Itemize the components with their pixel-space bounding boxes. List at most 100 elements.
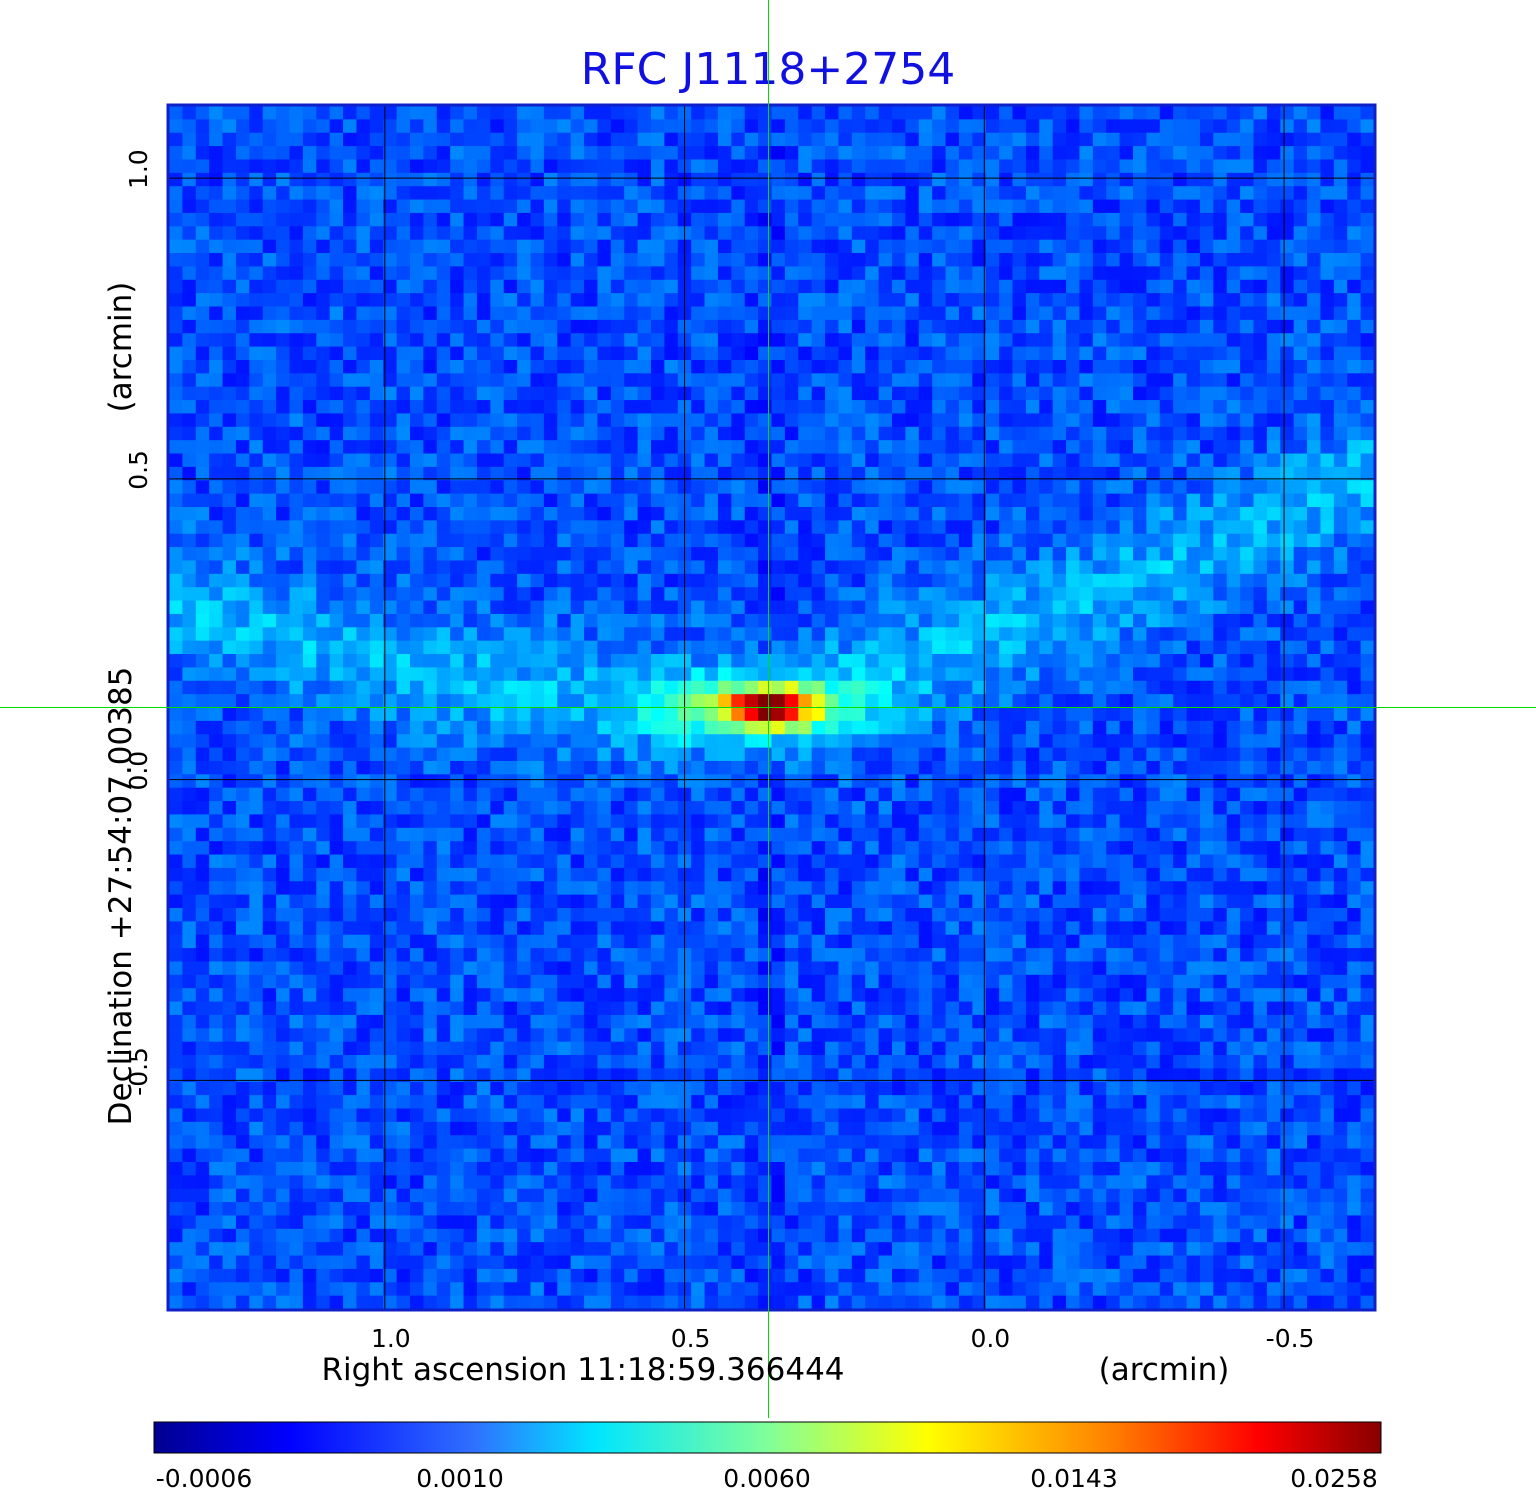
heatmap-cell bbox=[463, 119, 478, 134]
heatmap-cell bbox=[1280, 801, 1295, 816]
heatmap-cell bbox=[517, 373, 532, 388]
heatmap-cell bbox=[784, 547, 799, 562]
heatmap-cell bbox=[651, 333, 665, 348]
heatmap-cell bbox=[1012, 694, 1027, 709]
heatmap-cell bbox=[276, 654, 291, 668]
heatmap-cell bbox=[704, 640, 719, 655]
heatmap-cell bbox=[343, 600, 358, 615]
heatmap-cell bbox=[1333, 533, 1348, 548]
heatmap-cell bbox=[316, 493, 331, 508]
heatmap-cell bbox=[691, 560, 706, 575]
heatmap-cell bbox=[704, 734, 719, 749]
heatmap-cell bbox=[758, 627, 773, 642]
heatmap-cell bbox=[1333, 507, 1348, 521]
heatmap-cell bbox=[851, 493, 866, 508]
heatmap-cell bbox=[1012, 239, 1027, 254]
heatmap-cell bbox=[945, 400, 960, 415]
heatmap-cell bbox=[195, 801, 210, 816]
heatmap-cell bbox=[892, 627, 906, 642]
heatmap-cell bbox=[1025, 186, 1040, 201]
heatmap-cell bbox=[235, 279, 250, 294]
heatmap-cell bbox=[1066, 560, 1081, 575]
heatmap-cell bbox=[1106, 266, 1121, 281]
heatmap-cell bbox=[490, 707, 505, 722]
heatmap-cell bbox=[610, 613, 625, 628]
heatmap-cell bbox=[1012, 333, 1027, 348]
heatmap-cell bbox=[771, 480, 786, 495]
heatmap-cell bbox=[1039, 520, 1054, 535]
heatmap-cell bbox=[610, 373, 625, 388]
heatmap-cell bbox=[503, 199, 518, 214]
heatmap-cell bbox=[878, 587, 893, 602]
heatmap-cell bbox=[905, 293, 920, 308]
heatmap-cell bbox=[865, 627, 880, 642]
heatmap-cell bbox=[811, 680, 826, 695]
heatmap-cell bbox=[731, 400, 746, 415]
heatmap-cell bbox=[918, 707, 933, 722]
heatmap-cell bbox=[503, 386, 518, 401]
heatmap-cell bbox=[329, 827, 344, 842]
heatmap-cell bbox=[450, 333, 465, 348]
heatmap-cell bbox=[851, 667, 866, 682]
heatmap-cell bbox=[1066, 654, 1081, 668]
heatmap-cell bbox=[209, 413, 224, 428]
heatmap-cell bbox=[798, 333, 813, 348]
heatmap-cell bbox=[731, 346, 746, 361]
heatmap-cell bbox=[758, 667, 773, 682]
heatmap-cell bbox=[958, 466, 973, 481]
heatmap-cell bbox=[543, 801, 558, 816]
heatmap-cell bbox=[584, 480, 599, 495]
heatmap-cell bbox=[463, 132, 478, 147]
heatmap-cell bbox=[262, 239, 277, 254]
heatmap-cell bbox=[704, 346, 719, 361]
heatmap-cell bbox=[731, 694, 746, 709]
heatmap-cell bbox=[369, 186, 384, 201]
heatmap-cell bbox=[918, 667, 933, 682]
heatmap-cell bbox=[1146, 720, 1161, 735]
heatmap-cell bbox=[517, 640, 532, 655]
heatmap-cell bbox=[945, 533, 960, 548]
heatmap-cell bbox=[985, 279, 1000, 294]
heatmap-cell bbox=[1213, 613, 1228, 628]
heatmap-cell bbox=[1240, 533, 1255, 548]
heatmap-cell bbox=[289, 560, 304, 575]
heatmap-cell bbox=[704, 253, 719, 267]
heatmap-cell bbox=[637, 627, 652, 642]
heatmap-cell bbox=[958, 359, 973, 374]
heatmap-cell bbox=[1360, 159, 1374, 174]
heatmap-cell bbox=[985, 654, 1000, 668]
heatmap-cell bbox=[798, 493, 813, 508]
heatmap-cell bbox=[235, 226, 250, 241]
heatmap-cell bbox=[463, 520, 478, 535]
heatmap-cell bbox=[410, 507, 424, 521]
heatmap-cell bbox=[450, 212, 465, 227]
heatmap-cell bbox=[744, 587, 759, 602]
heatmap-cell bbox=[530, 266, 545, 281]
heatmap-cell bbox=[945, 747, 960, 762]
heatmap-cell bbox=[892, 573, 906, 588]
heatmap-cell bbox=[624, 373, 639, 388]
heatmap-cell bbox=[1052, 306, 1067, 321]
heatmap-cell bbox=[784, 466, 799, 481]
heatmap-cell bbox=[651, 253, 665, 267]
heatmap-cell bbox=[1133, 199, 1147, 214]
heatmap-cell bbox=[1079, 573, 1094, 588]
heatmap-cell bbox=[169, 600, 183, 615]
heatmap-cell bbox=[410, 787, 424, 802]
heatmap-cell bbox=[570, 239, 585, 254]
heatmap-cell bbox=[1173, 747, 1188, 762]
heatmap-cell bbox=[1119, 520, 1134, 535]
heatmap-cell bbox=[1213, 266, 1228, 281]
heatmap-cell bbox=[1226, 453, 1241, 468]
heatmap-cell bbox=[597, 239, 612, 254]
heatmap-cell bbox=[1360, 560, 1374, 575]
heatmap-cell bbox=[1039, 654, 1054, 668]
heatmap-cell bbox=[209, 453, 224, 468]
heatmap-cell bbox=[999, 279, 1014, 294]
heatmap-cell bbox=[369, 533, 384, 548]
heatmap-cell bbox=[1119, 440, 1134, 455]
heatmap-cell bbox=[1226, 413, 1241, 428]
heatmap-cell bbox=[249, 346, 264, 361]
heatmap-cell bbox=[530, 306, 545, 321]
heatmap-cell bbox=[784, 747, 799, 762]
